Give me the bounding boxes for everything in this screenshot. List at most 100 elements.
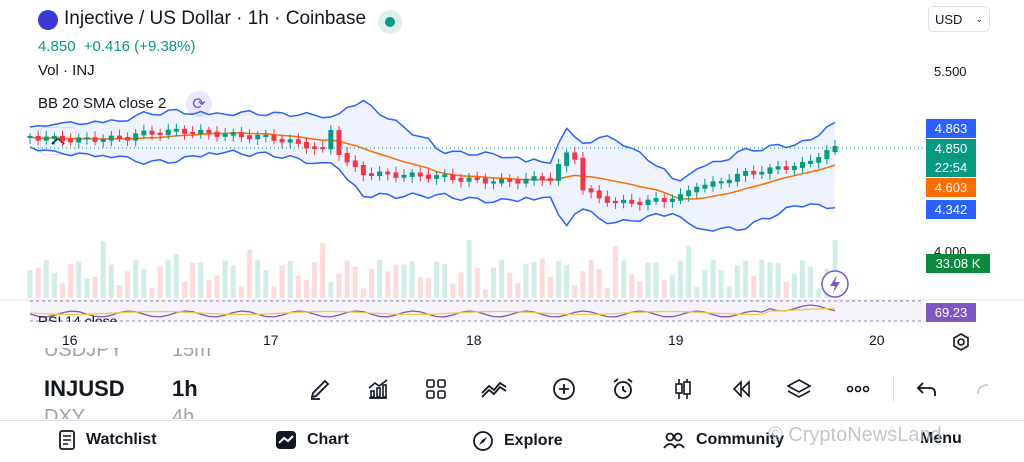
volume-bar: [35, 267, 41, 298]
community-icon: [663, 432, 685, 449]
candle-body: [629, 199, 635, 204]
watchlist-icon: [59, 430, 75, 450]
pen-icon[interactable]: [305, 376, 335, 402]
drawing-tools-icon[interactable]: [479, 376, 509, 402]
rsi-indicator-label[interactable]: RSI 14 close: [38, 313, 118, 322]
candle-body: [564, 152, 570, 167]
candle-body: [596, 190, 602, 199]
candle-body: [141, 130, 147, 136]
layers-icon[interactable]: [784, 376, 814, 402]
currency-select[interactable]: USD ⌄: [928, 6, 990, 32]
price-tick-5500: 5.500: [934, 64, 967, 79]
volume-bar: [547, 276, 553, 298]
nav-menu-label: Menu: [920, 430, 962, 447]
volume-bar: [661, 280, 667, 298]
time-tick-20: 20: [869, 332, 885, 348]
symbol-title[interactable]: Injective / US Dollar · 1h · Coinbase: [64, 8, 367, 29]
volume-bar: [295, 275, 301, 298]
bb-basis-line: [29, 132, 836, 200]
candle-body: [523, 178, 529, 184]
volume-bar: [556, 261, 562, 298]
volume-bar: [515, 283, 521, 298]
volume-bar: [751, 275, 757, 298]
rsi-line: [29, 304, 836, 318]
volume-bar: [523, 263, 529, 298]
nav-community[interactable]: Community: [662, 430, 784, 450]
candle-body: [547, 178, 553, 181]
volume-bar: [466, 240, 472, 298]
candle-body: [580, 157, 586, 191]
prev-interval[interactable]: 15m: [172, 348, 211, 361]
candle-body: [393, 172, 399, 178]
candle-type-icon[interactable]: [668, 376, 698, 402]
current-interval[interactable]: 1h: [172, 376, 198, 401]
candle-body: [238, 132, 244, 138]
candle-body: [92, 137, 98, 142]
prev-symbol[interactable]: USDJPY: [44, 348, 123, 361]
nav-community-label: Community: [696, 431, 784, 448]
nav-watchlist-label: Watchlist: [86, 431, 157, 448]
volume-bar: [43, 260, 49, 298]
chart-settings-icon[interactable]: [951, 332, 971, 357]
candle-body: [612, 200, 618, 204]
more-icon[interactable]: [843, 376, 873, 402]
alert-clock-icon[interactable]: [608, 376, 638, 402]
volume-bar: [230, 265, 236, 298]
candle-body: [295, 139, 301, 144]
volume-bar: [808, 266, 814, 298]
candle-body: [222, 133, 228, 137]
candle-body: [490, 181, 496, 184]
price-chart[interactable]: [0, 0, 1024, 330]
volume-bar: [303, 280, 309, 298]
candle-body: [409, 172, 415, 177]
candle-body: [401, 174, 407, 178]
nav-explore[interactable]: Explore: [472, 430, 563, 452]
candle-body: [702, 184, 708, 189]
volume-bar: [621, 260, 627, 298]
candle-body: [588, 188, 594, 193]
current-symbol[interactable]: INJUSD: [44, 376, 125, 401]
add-icon[interactable]: [549, 376, 579, 402]
candle-body: [743, 170, 749, 176]
candle-body: [621, 199, 627, 204]
nav-watchlist[interactable]: Watchlist: [58, 430, 157, 450]
chart-indicators-icon[interactable]: [363, 376, 393, 402]
injective-logo-icon: [38, 10, 58, 30]
volume-bar: [531, 261, 537, 298]
bb-basis-tag: 4.603: [926, 178, 976, 197]
volume-bar: [279, 265, 285, 298]
volume-bar: [564, 264, 570, 298]
candle-body: [287, 139, 293, 143]
replay-icon[interactable]: [726, 376, 756, 402]
volume-bar: [434, 261, 440, 298]
volume-bar: [678, 260, 684, 298]
currency-value: USD: [935, 11, 963, 27]
last-price: 4.850: [38, 38, 76, 55]
layout-grid-icon[interactable]: [421, 376, 451, 402]
redo-icon[interactable]: [972, 376, 992, 402]
indicator-loading-icon[interactable]: ⟳: [186, 91, 212, 117]
candle-body: [669, 198, 675, 203]
bb-lower-line: [29, 146, 836, 232]
volume-tag: 33.08 K: [926, 254, 990, 273]
next-interval[interactable]: 4h: [172, 406, 195, 419]
volume-indicator-label[interactable]: Vol · INJ: [38, 62, 95, 79]
next-symbol[interactable]: DXY: [44, 406, 86, 419]
nav-menu[interactable]: Menu: [920, 430, 962, 448]
volume-bar: [141, 268, 147, 298]
volume-bar: [816, 288, 822, 298]
candle-body: [686, 190, 692, 197]
volume-bar: [759, 259, 765, 298]
volume-bar: [100, 241, 106, 298]
candle-body: [767, 167, 773, 174]
nav-chart[interactable]: Chart: [275, 430, 349, 450]
candle-body: [531, 176, 537, 181]
volume-bar: [474, 267, 480, 298]
bollinger-indicator-label[interactable]: BB 20 SMA close 2: [38, 95, 167, 112]
candle-body: [442, 174, 448, 178]
volume-bar: [238, 286, 244, 298]
volume-bar: [108, 264, 114, 298]
undo-icon[interactable]: [912, 376, 942, 402]
candle-body: [507, 179, 513, 182]
volume-bar: [336, 273, 342, 298]
